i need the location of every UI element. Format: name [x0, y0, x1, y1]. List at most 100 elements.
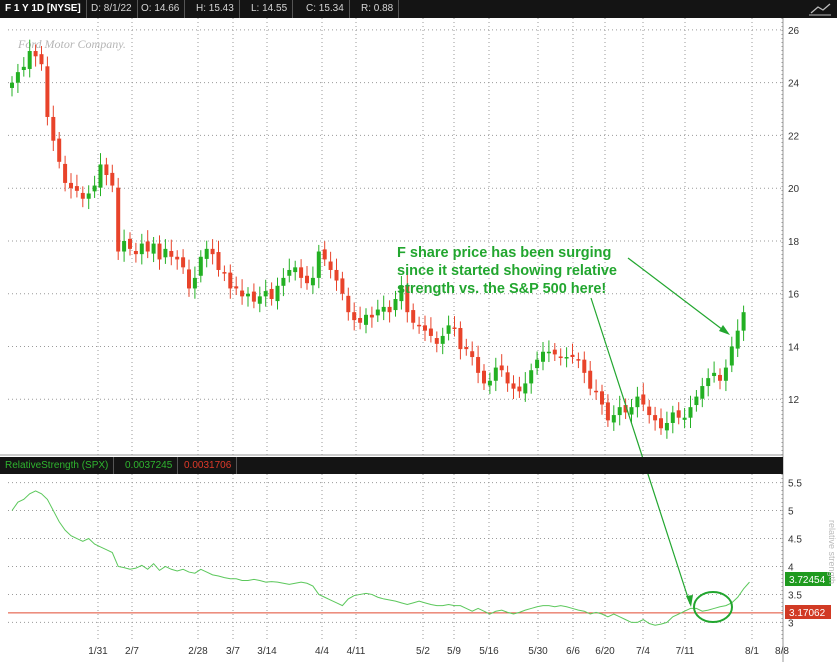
candle-body	[69, 182, 73, 189]
candle-body	[263, 291, 268, 297]
indicator-title[interactable]: RelativeStrength (SPX)	[0, 457, 115, 474]
candle-body	[45, 66, 50, 117]
candle-body	[222, 272, 227, 274]
candle-body	[228, 272, 233, 289]
candle-body	[358, 317, 363, 323]
date-tick-label: 1/31	[88, 646, 108, 657]
candle-body	[204, 248, 209, 259]
candle-body	[10, 82, 14, 88]
date-tick-label: 7/4	[636, 646, 650, 657]
candle-body	[375, 309, 380, 316]
candle-body	[570, 354, 575, 358]
candle-body	[234, 286, 239, 289]
date-tick-label: 8/1	[745, 646, 759, 657]
candle-body	[452, 327, 457, 329]
candle-body	[369, 314, 374, 318]
price-grid	[8, 18, 783, 455]
candle-body	[670, 412, 675, 423]
indicator-value-2: 0.0031706	[179, 457, 238, 474]
candle-body	[57, 138, 62, 162]
candle-body	[458, 328, 463, 350]
candle-body	[718, 374, 722, 381]
date-label: D: 8/1/22	[86, 0, 138, 18]
candle-body	[175, 256, 180, 260]
candle-body	[210, 248, 215, 255]
candle-body	[240, 290, 245, 297]
candle-body	[157, 243, 162, 260]
candle-body	[499, 365, 504, 371]
candle-body	[440, 335, 445, 344]
candle-body	[682, 417, 687, 420]
candle-body	[706, 378, 711, 387]
candle-body	[322, 249, 327, 260]
candle-body	[352, 312, 357, 321]
indicator-tick-label: 5	[788, 507, 794, 518]
date-tick-label: 4/4	[315, 646, 329, 657]
date-tick-label: 2/28	[188, 646, 208, 657]
open-label: O: 14.66	[136, 0, 186, 18]
candle-body	[216, 252, 221, 270]
candle-body	[151, 243, 156, 254]
price-tick-label: 22	[788, 131, 800, 142]
annotation-line-1: F share price has been surging	[397, 245, 611, 261]
candle-body	[723, 367, 728, 381]
candle-body	[133, 250, 138, 255]
candle-body	[535, 359, 540, 369]
date-tick-label: 5/16	[479, 646, 499, 657]
price-tick-label: 18	[788, 237, 800, 248]
price-candles	[10, 39, 746, 439]
indicator-tick-label: 5.5	[788, 479, 802, 490]
candle-body	[51, 116, 56, 141]
candle-body	[735, 330, 740, 349]
candle-body	[92, 185, 97, 192]
low-label: L: 14.55	[246, 0, 294, 18]
indicator-axis: 3 3.5 4 4.5 5 5.5	[788, 479, 802, 630]
price-tick-label: 20	[788, 184, 800, 195]
candle-body	[664, 422, 669, 431]
candle-body	[641, 394, 646, 405]
candle-body	[251, 291, 256, 302]
date-tick-label: 5/2	[416, 646, 430, 657]
candle-body	[187, 269, 191, 289]
candle-body	[387, 306, 392, 313]
candle-body	[623, 405, 628, 413]
candle-body	[588, 370, 593, 389]
candle-body	[393, 298, 398, 311]
date-tick-label: 6/6	[566, 646, 580, 657]
candle-body	[246, 293, 250, 297]
candle-body	[487, 380, 492, 386]
candle-body	[305, 275, 309, 284]
candle-body	[729, 346, 734, 366]
candle-body	[98, 164, 103, 188]
date-tick-label: 3/14	[257, 646, 277, 657]
candle-body	[700, 386, 705, 399]
candle-body	[27, 51, 32, 69]
candle-body	[316, 251, 321, 278]
candle-body	[617, 407, 622, 416]
high-label: H: 15.43	[191, 0, 240, 18]
candle-body	[346, 295, 351, 313]
candle-body	[80, 192, 85, 199]
candle-body	[423, 325, 427, 331]
candle-body	[104, 164, 109, 176]
candle-body	[33, 51, 38, 57]
candle-body	[428, 328, 433, 336]
price-tick-label: 24	[788, 79, 800, 90]
candle-body	[635, 396, 640, 408]
annotation-line-2: since it started showing relative	[397, 263, 617, 279]
candle-body	[116, 187, 121, 252]
date-tick-label: 6/20	[595, 646, 615, 657]
candle-body	[181, 257, 186, 268]
candle-body	[293, 267, 298, 273]
arrow-to-price	[627, 257, 730, 335]
symbol-label[interactable]: F 1 Y 1D [NYSE]	[0, 0, 87, 18]
arrow-to-indicator	[590, 297, 693, 607]
candle-body	[647, 406, 652, 416]
range-label: R: 0.88	[356, 0, 400, 18]
drawing-tool-icon[interactable]	[803, 0, 837, 18]
reference-value-badge	[785, 605, 831, 619]
indicator-grid	[8, 474, 783, 640]
candle-body	[411, 310, 416, 323]
